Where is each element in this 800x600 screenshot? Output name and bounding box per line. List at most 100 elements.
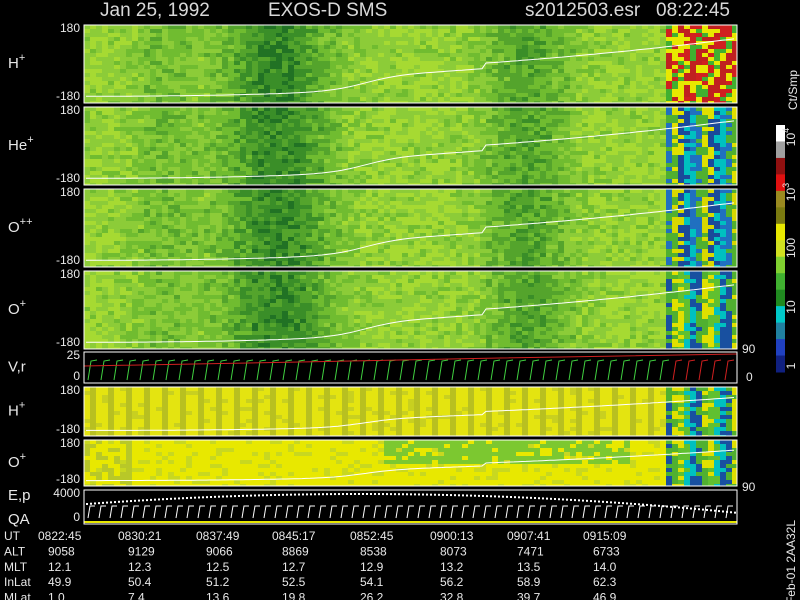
spectrogram-cell xyxy=(390,41,396,45)
spectrogram-cell xyxy=(726,183,732,185)
spectrogram-cell xyxy=(324,171,330,175)
spectrogram-cell xyxy=(342,101,348,103)
spectrogram-cell xyxy=(264,41,270,45)
spectrogram-cell xyxy=(210,25,216,29)
spectrogram-cell xyxy=(162,209,168,213)
spectrogram-cell xyxy=(324,135,330,139)
spectrogram-cell xyxy=(486,65,492,69)
spectrogram-cell xyxy=(258,85,264,89)
spectrogram-cell xyxy=(234,261,240,265)
spectrogram-cell xyxy=(234,97,240,101)
spectrogram-cell xyxy=(654,93,660,97)
spectrogram-cell xyxy=(216,53,222,57)
spectrogram-cell xyxy=(144,33,150,37)
spectrogram-cell xyxy=(276,65,282,69)
spectrogram-cell xyxy=(480,53,486,57)
spectrogram-cell xyxy=(540,89,546,93)
spectrogram-cell xyxy=(408,69,414,73)
spectrogram-cell xyxy=(420,61,426,65)
spectrogram-cell xyxy=(396,101,402,103)
spectrogram-cell xyxy=(504,147,510,151)
spectrogram-cell xyxy=(552,119,558,123)
spectrogram-cell xyxy=(180,155,186,159)
spectrogram-cell xyxy=(126,33,132,37)
spectrogram-cell xyxy=(540,29,546,33)
spectrogram-cell xyxy=(228,131,234,135)
spectrogram-cell xyxy=(138,135,144,139)
spectrogram-cell xyxy=(162,183,168,185)
spectrogram-cell xyxy=(192,217,198,221)
spectrogram-cell xyxy=(348,175,354,179)
spectrogram-cell xyxy=(186,93,192,97)
spectrogram-cell xyxy=(306,131,312,135)
spectrogram-cell xyxy=(168,183,174,185)
spectrogram-cell xyxy=(648,171,654,175)
spectrogram-cell xyxy=(174,201,180,205)
spectrogram-cell xyxy=(702,155,708,159)
spectrogram-cell xyxy=(384,167,390,171)
spectrogram-cell xyxy=(366,115,372,119)
spectrogram-cell xyxy=(474,135,480,139)
spectrogram-cell xyxy=(174,245,180,249)
spectrogram-cell xyxy=(444,123,450,127)
spectrogram-cell xyxy=(612,25,618,29)
spectrogram-cell xyxy=(456,69,462,73)
spectrogram-cell xyxy=(354,183,360,185)
spectrogram-cell xyxy=(348,53,354,57)
spectrogram-cell xyxy=(264,97,270,101)
spectrogram-cell xyxy=(528,69,534,73)
spectrogram-cell xyxy=(480,89,486,93)
spectrogram-cell xyxy=(90,81,96,85)
spectrogram-cell xyxy=(258,111,264,115)
spectrogram-cell xyxy=(672,143,678,147)
spectrogram-cell xyxy=(138,229,144,233)
spectrogram-cell xyxy=(438,37,444,41)
spectrogram-cell xyxy=(570,111,576,115)
spectrogram-cell xyxy=(486,151,492,155)
spectrogram-cell xyxy=(420,101,426,103)
spectrogram-cell xyxy=(276,143,282,147)
spectrogram-cell xyxy=(396,175,402,179)
spectrogram-cell xyxy=(522,97,528,101)
spectrogram-cell xyxy=(696,101,702,103)
spectrogram-cell xyxy=(258,205,264,209)
spectrogram-cell xyxy=(312,49,318,53)
spectrogram-cell xyxy=(96,37,102,41)
spectrogram-cell xyxy=(138,53,144,57)
spectrogram-cell xyxy=(174,119,180,123)
spectrogram-cell xyxy=(216,159,222,163)
spectrogram-cell xyxy=(582,151,588,155)
spectrogram-cell xyxy=(702,57,708,61)
spectrogram-cell xyxy=(630,93,636,97)
spectrogram-cell xyxy=(708,183,714,185)
spectrogram-cell xyxy=(510,111,516,115)
spectrogram-cell xyxy=(558,107,564,111)
spectrogram-cell xyxy=(444,29,450,33)
spectrogram-cell xyxy=(144,119,150,123)
spectrogram-cell xyxy=(426,135,432,139)
spectrogram-cell xyxy=(384,85,390,89)
spectrogram-cell xyxy=(252,25,258,29)
spectrogram-cell xyxy=(600,163,606,167)
spectrogram-cell xyxy=(612,107,618,111)
spectrogram-cell xyxy=(312,57,318,61)
spectrogram-cell xyxy=(684,69,690,73)
spectrogram-cell xyxy=(108,151,114,155)
spectrogram-cell xyxy=(186,147,192,151)
spectrogram-cell xyxy=(84,89,90,93)
spectrogram-cell xyxy=(696,93,702,97)
spectrogram-cell xyxy=(606,25,612,29)
spectrogram-cell xyxy=(450,37,456,41)
spectrogram-cell xyxy=(180,171,186,175)
spectrogram-cell xyxy=(540,147,546,151)
spectrogram-cell xyxy=(534,167,540,171)
spectrogram-cell xyxy=(690,175,696,179)
spectrogram-cell xyxy=(498,73,504,77)
spectrogram-cell xyxy=(168,61,174,65)
spectrogram-cell xyxy=(648,143,654,147)
spectrogram-cell xyxy=(708,25,714,29)
spectrogram-cell xyxy=(348,159,354,163)
spectrogram-cell xyxy=(342,33,348,37)
spectrogram-cell xyxy=(372,179,378,183)
spectrogram-cell xyxy=(534,175,540,179)
